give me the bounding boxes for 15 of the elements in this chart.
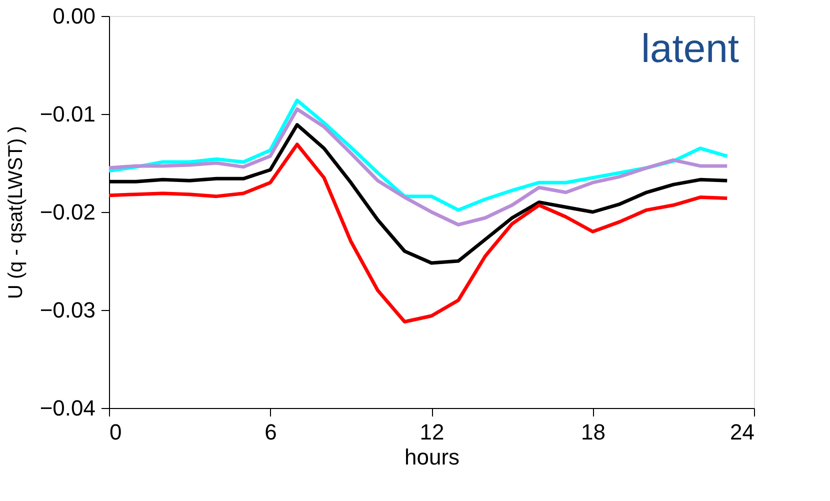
x-tick-label: 12: [420, 420, 444, 444]
line-series: [107, 107, 729, 226]
y-tick-label: −0.04: [40, 396, 96, 420]
y-tick-label: −0.01: [40, 102, 96, 126]
x-tick-label: 0: [110, 420, 122, 444]
annotation: latent: [641, 27, 739, 71]
x-axis-title: hours: [404, 444, 460, 470]
y-tick-label: −0.02: [40, 200, 96, 224]
y-tick-label: 0.00: [52, 4, 96, 28]
line-series: [107, 142, 729, 324]
y-tick-label: −0.03: [40, 298, 96, 322]
x-tick-label: 24: [730, 420, 754, 444]
x-tick-label: 6: [264, 420, 277, 444]
x-tick-label: 18: [581, 420, 606, 444]
y-axis-title: U (q - qsat(LWST) ): [4, 126, 27, 299]
